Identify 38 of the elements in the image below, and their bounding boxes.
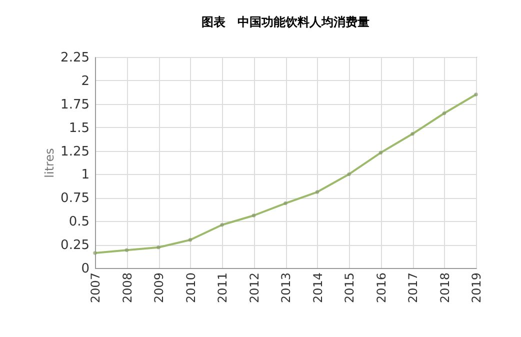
x-tick-label: 2015 [342,272,356,304]
y-tick-label: 1.25 [60,144,90,160]
point [124,248,129,252]
x-tick-label: 2011 [216,272,230,304]
x-tick-label: 2017 [406,272,420,304]
x-tick-label: 2013 [279,272,293,304]
y-tick-label: 1.75 [60,97,90,112]
point [252,214,256,218]
x-tick-label: 2012 [247,272,262,304]
y-axis-title: litres [42,148,57,178]
y-tick-label: 2.25 [60,50,90,66]
x-tick-label: 2018 [438,272,452,304]
x-tick-label: 2010 [184,272,198,304]
y-tick-label: 1 [81,168,90,183]
point [220,222,224,227]
y-tick-label: 0.25 [60,238,90,254]
point [156,246,160,250]
point [410,132,414,136]
chart-title: 图表 中国功能饮料人均消费量 [202,15,370,29]
x-tick-label: 2009 [152,272,166,304]
point [315,190,320,194]
x-tick-label: 2008 [120,272,134,304]
x-tick-label: 2007 [88,272,102,304]
y-tick-label: 0.75 [60,191,90,206]
x-tick-label: 2014 [310,272,325,304]
point [378,150,383,155]
y-tick-label: 1.5 [68,120,90,136]
point [188,238,192,242]
y-tick-label: 0 [81,262,90,276]
x-tick-label: 2019 [470,272,484,304]
point [474,92,478,96]
point [284,201,288,206]
point [347,172,351,176]
y-tick-label: 2 [81,74,90,89]
point [442,111,446,116]
point [93,251,97,255]
x-tick-label: 2016 [374,272,388,304]
y-tick-label: 0.5 [68,214,90,230]
